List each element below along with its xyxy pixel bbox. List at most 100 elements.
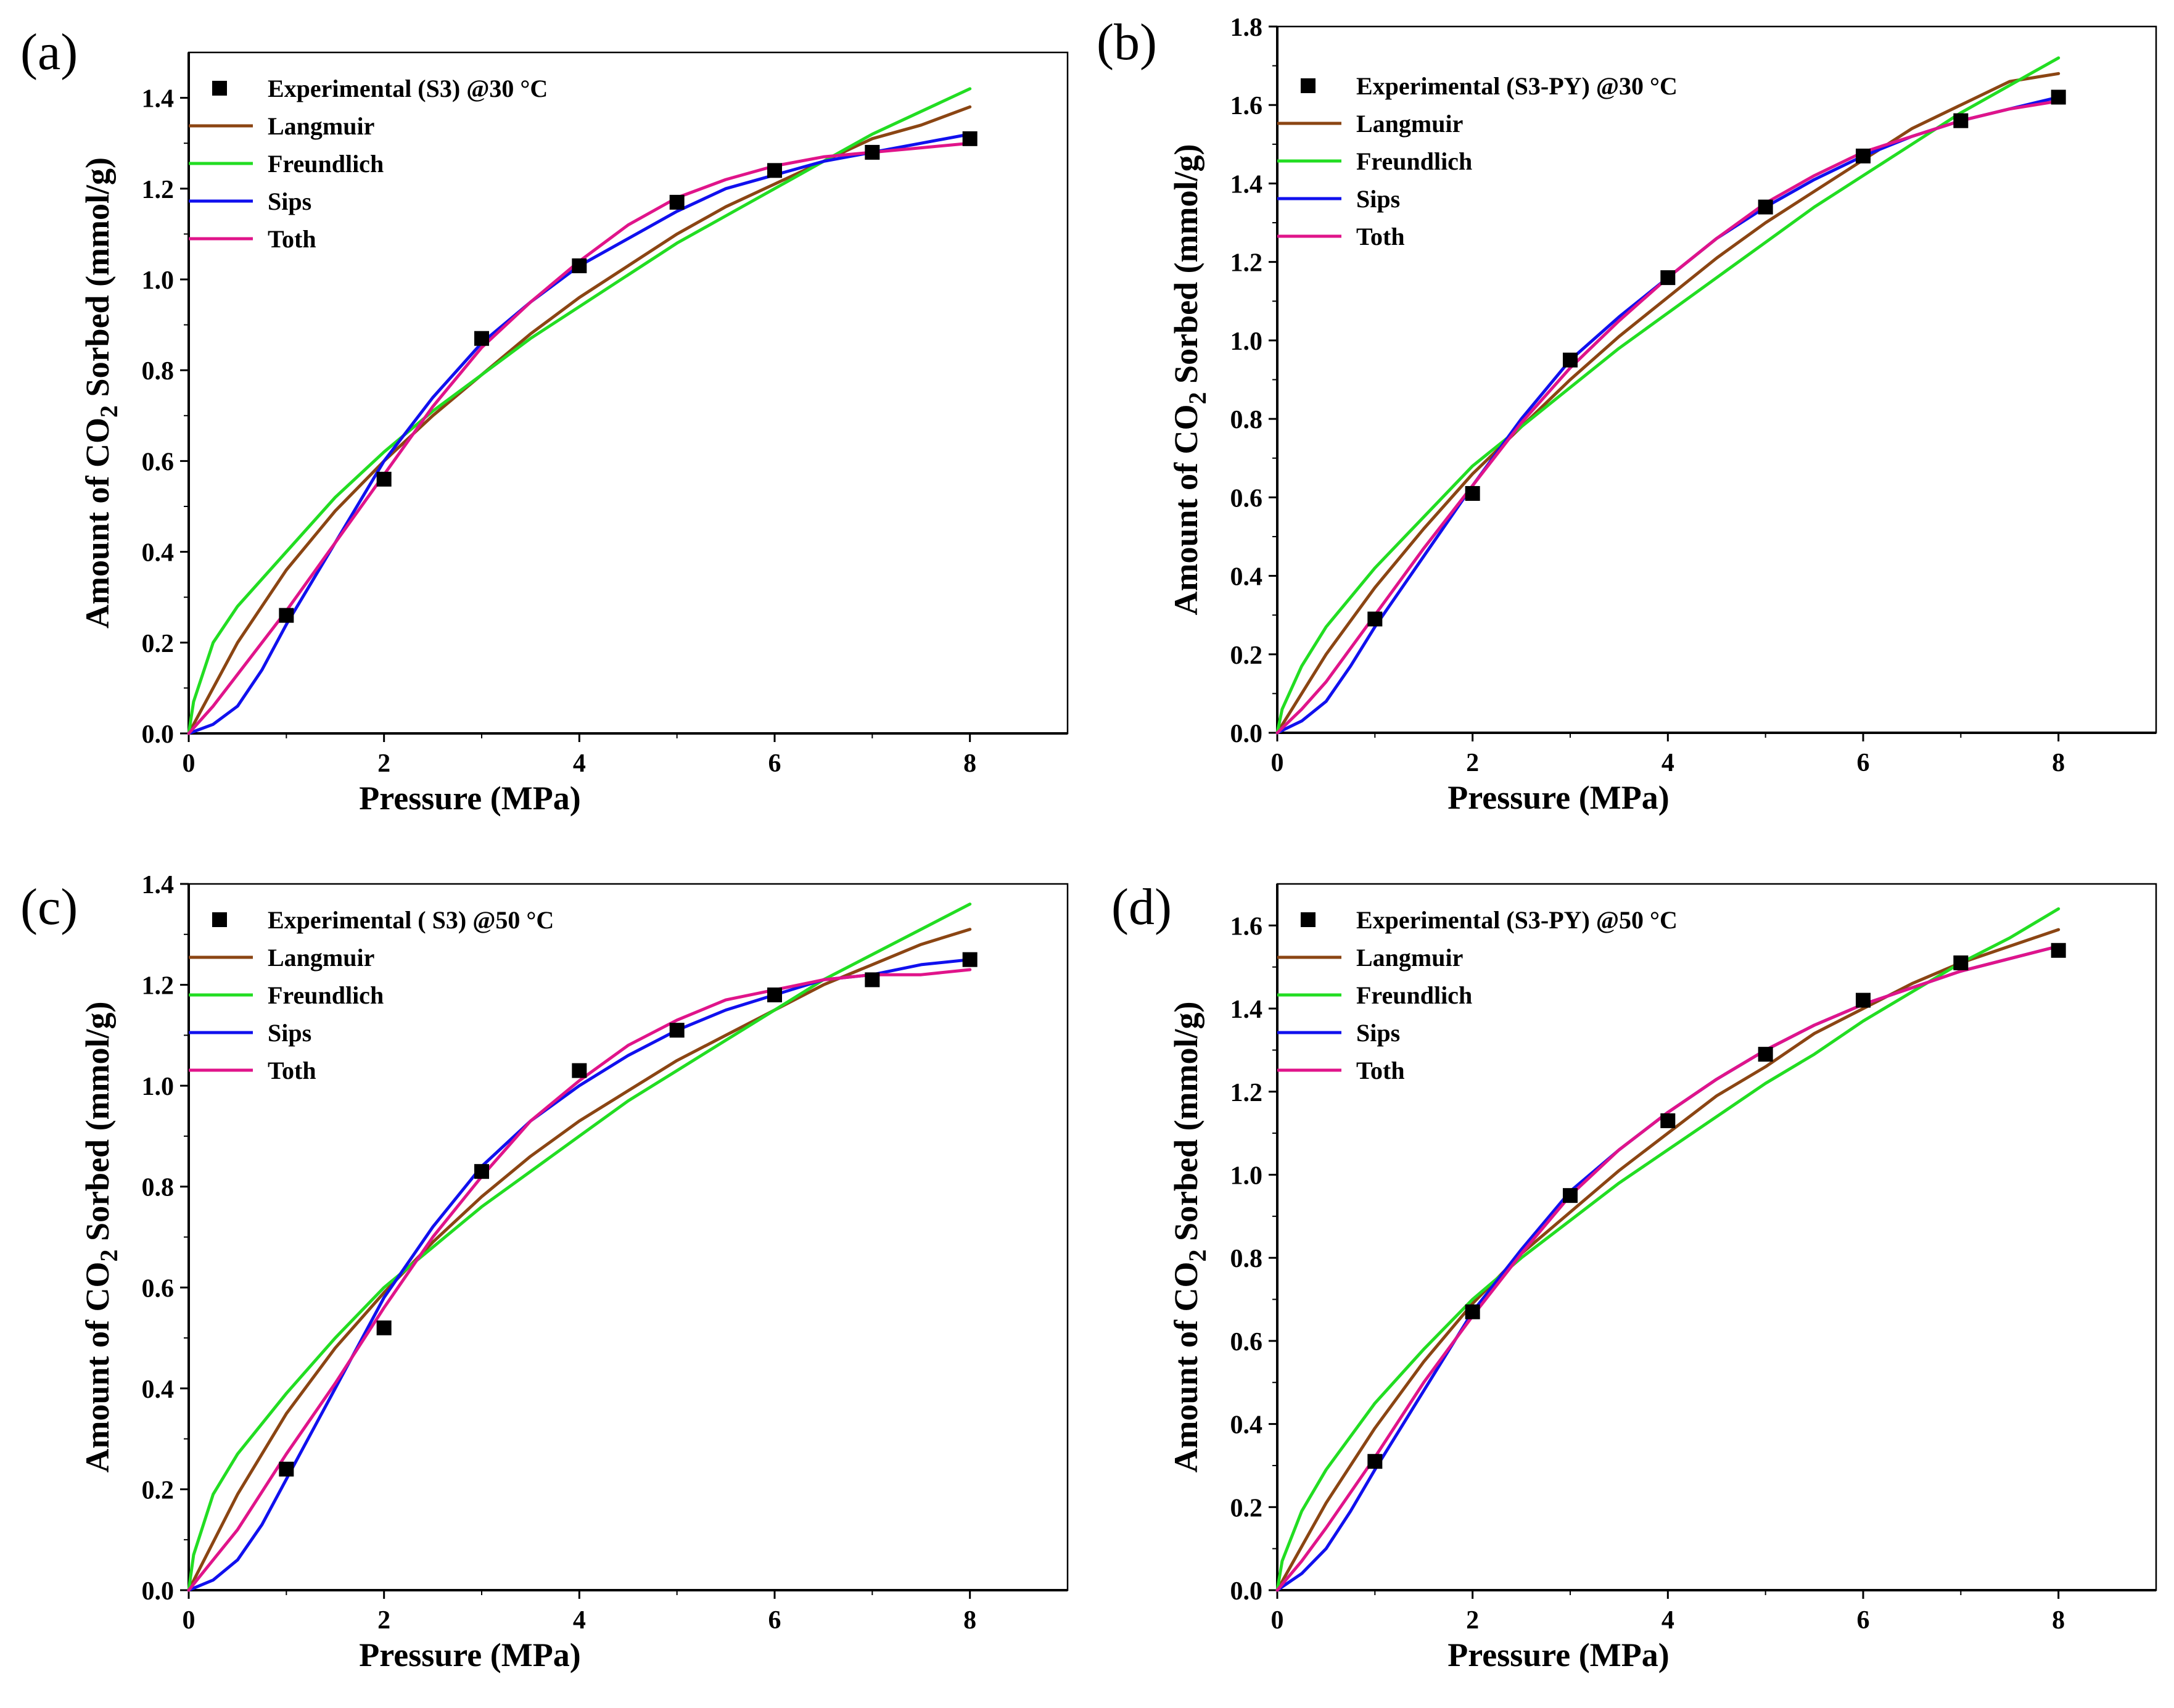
y-tick-label: 0.6 bbox=[142, 1274, 175, 1303]
series-line-freundlich bbox=[1275, 907, 2061, 1592]
data-point bbox=[1465, 1304, 1480, 1319]
y-axis-title: Amount of CO2 Sorbed (mmol/g) bbox=[79, 157, 123, 629]
x-tick-label: 8 bbox=[2052, 749, 2065, 777]
legend-label-sips: Sips bbox=[1356, 1019, 1400, 1047]
legend-label-toth: Toth bbox=[268, 225, 316, 253]
series-line-langmuir bbox=[1275, 928, 2061, 1592]
legend-marker-experimental bbox=[212, 81, 227, 96]
panel-label: (a) bbox=[20, 23, 78, 81]
y-axis-title-suffix: Sorbed (mmol/g) bbox=[79, 1002, 116, 1250]
data-point bbox=[474, 331, 489, 346]
chart-panel-4: (d) 0 2 4 6 8 0.0 0.2 0.4 0.6 0.8 1.0 1.2 1.4 1.6 Press… bbox=[1111, 878, 2157, 1673]
data-point bbox=[962, 131, 978, 146]
series-line-toth bbox=[1275, 944, 2061, 1592]
legend-label-langmuir: Langmuir bbox=[268, 944, 374, 972]
x-tick-label: 2 bbox=[1466, 1606, 1479, 1635]
x-axis-title: Pressure (MPa) bbox=[1447, 1636, 1669, 1673]
y-axis-title-subscript: 2 bbox=[1184, 1249, 1211, 1261]
y-tick-label: 0.6 bbox=[1230, 484, 1263, 513]
legend-label-experimental: Experimental ( S3) @50 °C bbox=[268, 906, 554, 934]
y-axis-title-prefix: Amount of CO bbox=[1167, 1261, 1204, 1472]
data-point bbox=[1563, 1188, 1578, 1203]
x-tick-label: 0 bbox=[183, 1606, 196, 1635]
series-line-freundlich bbox=[1275, 56, 2061, 735]
x-tick-label: 6 bbox=[1857, 1606, 1870, 1635]
y-tick-label: 1.2 bbox=[1230, 1079, 1263, 1107]
y-tick-label: 0.4 bbox=[1230, 563, 1263, 592]
legend-label-toth: Toth bbox=[1356, 1057, 1405, 1084]
legend: Experimental ( S3) @50 °C Langmuir Freundl… bbox=[189, 906, 554, 1084]
data-point bbox=[865, 972, 880, 988]
y-axis-title-suffix: Sorbed (mmol/g) bbox=[1167, 1002, 1204, 1250]
data-point bbox=[1563, 352, 1578, 368]
y-tick-label: 0.0 bbox=[1230, 1577, 1263, 1606]
legend-marker-experimental bbox=[1301, 78, 1316, 93]
legend-label-freundlich: Freundlich bbox=[1356, 981, 1472, 1009]
series-line-sips bbox=[187, 133, 972, 735]
data-point bbox=[1758, 1047, 1773, 1062]
y-tick-label: 0.2 bbox=[142, 630, 175, 658]
series-line-toth bbox=[187, 141, 972, 735]
data-point bbox=[767, 163, 782, 178]
y-axis-title-subscript: 2 bbox=[1184, 392, 1211, 404]
y-tick-label: 1.0 bbox=[1230, 328, 1263, 356]
x-tick-label: 8 bbox=[2052, 1606, 2065, 1635]
data-point bbox=[767, 987, 782, 1002]
legend-label-toth: Toth bbox=[268, 1057, 316, 1084]
y-axis-title: Amount of CO2 Sorbed (mmol/g) bbox=[1167, 144, 1211, 616]
x-axis-title: Pressure (MPa) bbox=[359, 780, 580, 817]
data-point bbox=[1953, 955, 1969, 970]
y-tick-label: 1.4 bbox=[142, 871, 175, 899]
legend-label-sips: Sips bbox=[268, 188, 311, 215]
data-point bbox=[1856, 992, 1871, 1008]
legend-label-sips: Sips bbox=[268, 1019, 311, 1047]
x-tick-label: 8 bbox=[963, 1606, 976, 1635]
y-tick-label: 1.0 bbox=[142, 1073, 175, 1101]
legend-label-freundlich: Freundlich bbox=[1356, 147, 1472, 175]
legend-label-experimental: Experimental (S3-PY) @30 °C bbox=[1356, 72, 1678, 100]
y-tick-label: 0.8 bbox=[1230, 1245, 1263, 1273]
legend: Experimental (S3) @30 °C Langmuir Freundli… bbox=[189, 75, 548, 253]
chart-panel-2: (b) 0 2 4 6 8 0.0 0.2 0.4 0.6 0.8 1.0 1.2 1.4 1.6 1.8 Pr… bbox=[1097, 14, 2157, 816]
legend-label-langmuir: Langmuir bbox=[1356, 944, 1463, 972]
legend-label-toth: Toth bbox=[1356, 223, 1405, 250]
y-tick-label: 0.0 bbox=[1230, 720, 1263, 748]
panel-label: (b) bbox=[1097, 14, 1157, 71]
data-point bbox=[279, 608, 294, 623]
data-point bbox=[572, 1063, 587, 1078]
x-tick-label: 4 bbox=[1661, 749, 1674, 777]
y-tick-label: 0.0 bbox=[142, 1577, 175, 1606]
chart-panel-3: (c) 0 2 4 6 8 0.0 0.2 0.4 0.6 0.8 1.0 1.2 1.4 Pressure… bbox=[20, 871, 1069, 1673]
y-tick-label: 1.4 bbox=[1230, 996, 1263, 1024]
data-point bbox=[962, 952, 978, 967]
y-tick-label: 1.4 bbox=[1230, 170, 1263, 199]
data-point bbox=[865, 144, 880, 160]
legend-label-experimental: Experimental (S3-PY) @50 °C bbox=[1356, 906, 1678, 934]
y-axis-title: Amount of CO2 Sorbed (mmol/g) bbox=[79, 1002, 123, 1473]
legend-label-sips: Sips bbox=[1356, 185, 1400, 213]
data-point bbox=[1367, 611, 1383, 627]
x-tick-label: 4 bbox=[1661, 1606, 1674, 1635]
y-axis-title-prefix: Amount of CO bbox=[1167, 404, 1204, 615]
data-point bbox=[1856, 148, 1871, 163]
legend-marker-experimental bbox=[1301, 912, 1316, 927]
y-tick-label: 1.2 bbox=[142, 176, 175, 204]
series-line-toth bbox=[187, 968, 972, 1592]
y-tick-label: 0.4 bbox=[142, 1376, 175, 1404]
legend-label-langmuir: Langmuir bbox=[1356, 110, 1463, 138]
y-axis-title-suffix: Sorbed (mmol/g) bbox=[1167, 144, 1204, 392]
data-point bbox=[1465, 485, 1480, 501]
data-point bbox=[1660, 270, 1676, 286]
x-tick-label: 2 bbox=[1466, 749, 1479, 777]
y-tick-label: 1.6 bbox=[1230, 912, 1263, 941]
data-point bbox=[279, 1461, 294, 1477]
data-point bbox=[2051, 943, 2066, 958]
legend-label-freundlich: Freundlich bbox=[268, 150, 384, 178]
y-tick-label: 0.6 bbox=[1230, 1328, 1263, 1356]
y-tick-label: 0.4 bbox=[142, 539, 175, 567]
y-tick-label: 0.0 bbox=[142, 720, 175, 749]
x-tick-label: 2 bbox=[377, 749, 390, 778]
panel-label: (c) bbox=[20, 878, 78, 936]
y-tick-label: 0.2 bbox=[1230, 642, 1263, 670]
